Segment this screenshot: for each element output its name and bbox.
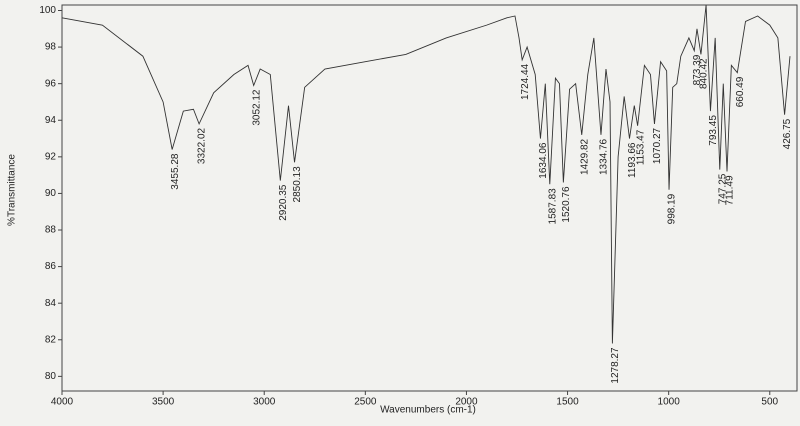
peak-label: 1429.82 [579,138,590,175]
y-tick-label: 100 [39,5,56,16]
peak-label: 1520.76 [561,186,572,223]
peak-label: 1070.27 [652,127,663,164]
x-tick-label: 2500 [354,397,377,408]
y-tick-label: 92 [45,151,57,162]
x-tick-label: 3500 [152,397,175,408]
peak-label: 711.49 [725,175,736,205]
peak-label: 998.19 [667,193,678,224]
x-tick-label: 1500 [556,397,579,408]
y-axis-title: %Transmittance [7,154,18,226]
peak-label: 840.42 [699,58,710,89]
peak-label: 426.75 [782,118,793,149]
peak-label: 1334.76 [599,138,610,175]
peak-label: 2850.13 [292,166,303,203]
peak-label: 2920.35 [278,184,289,221]
plot-frame [61,4,798,392]
y-tick-label: 98 [45,42,57,53]
peak-label: 1193.66 [627,142,638,178]
x-tick-label: 3000 [253,397,276,408]
peak-label: 660.49 [735,76,746,107]
peak-label: 1278.27 [610,347,621,384]
y-tick-label: 90 [45,188,57,199]
peak-label: 3455.28 [170,153,181,190]
peak-label: 793.45 [708,115,719,146]
peak-label: 1153.47 [635,129,646,165]
peak-label: 1634.06 [538,142,549,179]
y-tick-label: 94 [45,115,57,126]
y-tick-label: 80 [45,371,57,382]
x-axis-title: Wavenumbers (cm-1) [380,405,476,416]
x-tick-label: 2000 [455,397,478,408]
peak-label: 747.25 [717,173,728,204]
peak-label: 1587.83 [547,188,558,225]
y-tick-label: 88 [45,225,57,236]
peak-label: 873.39 [692,54,703,85]
peak-label: 3052.12 [251,89,262,126]
y-tick-label: 82 [45,334,57,345]
y-tick-label: 84 [45,298,57,309]
x-tick-label: 500 [761,397,778,408]
y-tick-label: 96 [45,78,57,89]
spectrum-line [61,4,791,344]
x-tick-label: 1000 [658,397,681,408]
peak-label: 3322.02 [197,127,208,164]
peak-label: 1724.44 [520,63,531,100]
x-tick-label: 4000 [51,397,74,408]
y-tick-label: 86 [45,261,57,272]
